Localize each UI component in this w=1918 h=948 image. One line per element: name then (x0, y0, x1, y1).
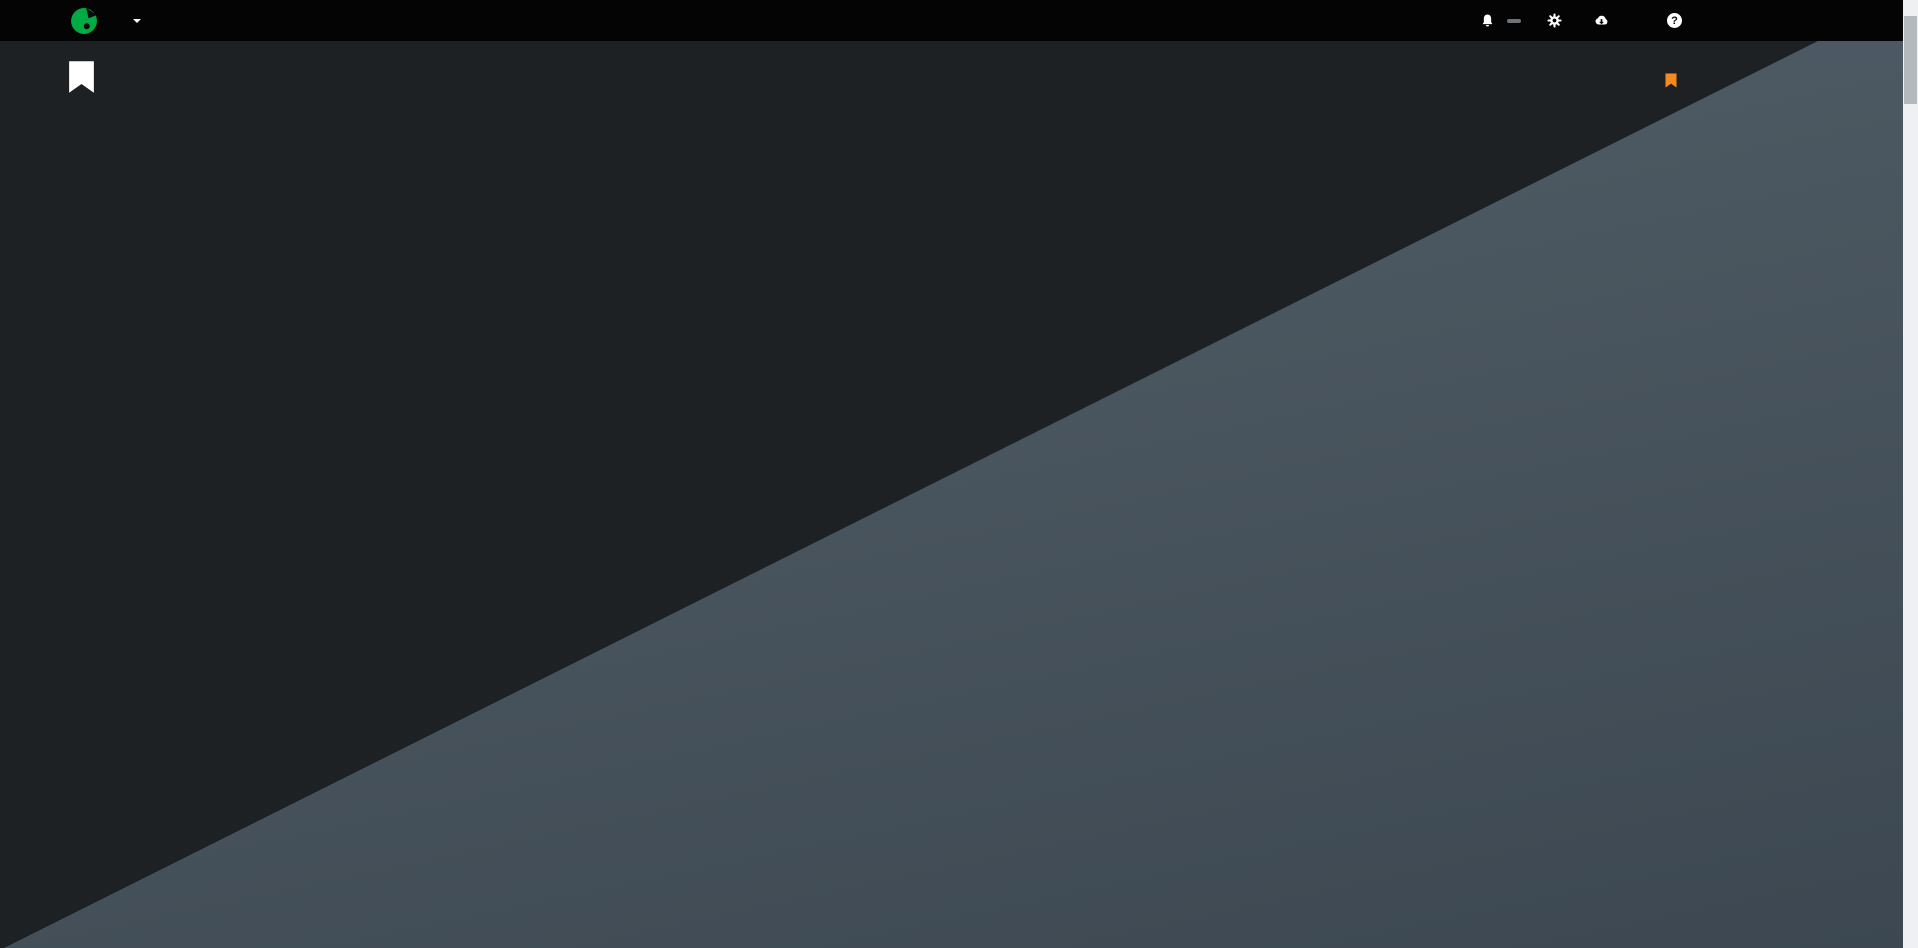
used-ram-gauge[interactable] (1286, 203, 1404, 321)
sidebar-item-system-overview[interactable] (1665, 73, 1685, 88)
hostname-dropdown[interactable] (128, 18, 141, 23)
iowait-sparkline[interactable] (130, 408, 460, 428)
top-navbar: ? (0, 0, 1918, 41)
cpu-paragraph-2 (126, 406, 1606, 429)
cpu-section-description (126, 406, 1606, 452)
scroll-down-arrow[interactable] (1903, 933, 1918, 947)
bookmark-icon (68, 58, 95, 96)
softirq-sparkline[interactable] (130, 431, 490, 451)
scrollbar-thumb[interactable] (1904, 16, 1917, 104)
disk-write-gauge[interactable] (430, 172, 580, 322)
alarms-button[interactable] (1480, 13, 1521, 28)
cpu-utilization-chart[interactable] (60, 478, 1600, 666)
update-button[interactable] (1594, 13, 1615, 28)
net-outbound-gauge[interactable] (1099, 172, 1249, 322)
system-load-chart[interactable] (60, 783, 1600, 918)
bookmark-icon (1665, 73, 1677, 88)
cpu-paragraph-3 (126, 429, 1606, 452)
page-header (68, 58, 109, 96)
net-inbound-gauge[interactable] (922, 172, 1072, 322)
scroll-up-arrow[interactable] (1903, 1, 1918, 15)
netdata-logo-icon[interactable] (70, 7, 98, 35)
settings-button[interactable] (1547, 13, 1568, 28)
question-circle-icon: ? (1667, 13, 1682, 28)
alarms-count-badge (1507, 18, 1521, 23)
page-scrollbar[interactable] (1903, 0, 1918, 948)
help-button[interactable]: ? (1667, 13, 1688, 28)
disk-read-gauge[interactable] (253, 172, 403, 322)
bell-icon (1480, 13, 1495, 28)
cpu-gauge[interactable] (601, 140, 901, 340)
cloud-download-icon (1594, 13, 1609, 28)
gear-icon (1547, 13, 1562, 28)
chevron-down-icon (133, 18, 141, 23)
